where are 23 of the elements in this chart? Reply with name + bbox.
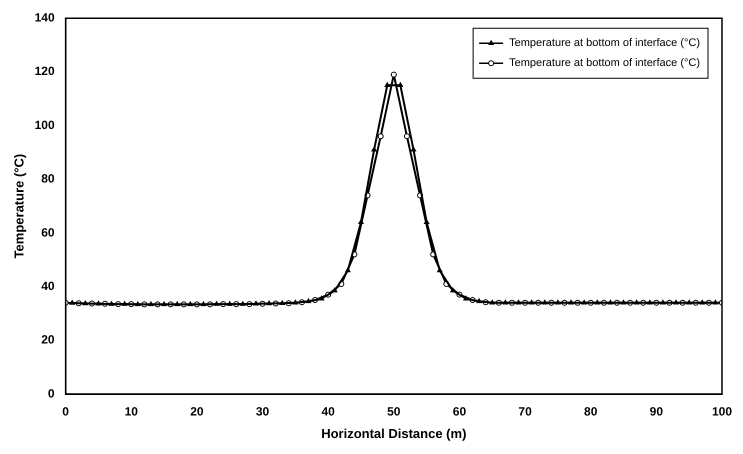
- x-tick-label: 80: [584, 404, 598, 419]
- x-tick-label: 70: [518, 404, 532, 419]
- legend-label: Temperature at bottom of interface (°C): [509, 57, 700, 70]
- x-tick-label: 10: [124, 404, 138, 419]
- y-tick-label: 40: [41, 278, 55, 293]
- y-tick-label: 140: [34, 10, 55, 25]
- x-tick-label: 50: [387, 404, 401, 419]
- y-axis-title: Temperature (°C): [11, 154, 26, 258]
- y-tick-label: 120: [34, 64, 55, 78]
- x-tick-label: 20: [190, 404, 204, 419]
- x-tick-label: 0: [62, 404, 70, 419]
- x-tick-label: 90: [650, 404, 664, 419]
- y-tick-label: 100: [34, 118, 55, 132]
- x-axis-title: Horizontal Distance (m): [321, 426, 466, 441]
- y-tick-label: 60: [41, 225, 55, 240]
- x-tick-label: 40: [321, 404, 336, 419]
- y-tick-label: 20: [41, 332, 55, 347]
- legend-label: Temperature at bottom of interface (°C): [509, 37, 700, 50]
- x-tick-label: 100: [712, 404, 732, 419]
- x-tick-label: 60: [452, 404, 466, 419]
- y-tick-label: 0: [48, 386, 55, 400]
- y-tick-label: 80: [41, 172, 55, 186]
- x-tick-label: 30: [256, 404, 270, 419]
